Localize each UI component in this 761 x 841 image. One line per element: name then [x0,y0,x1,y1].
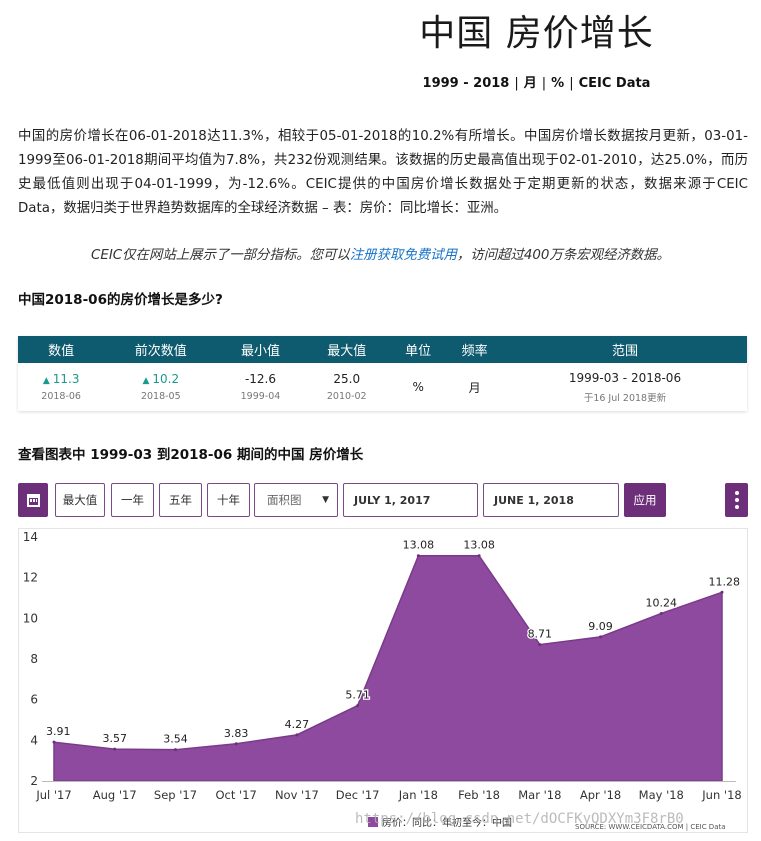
end-date-input[interactable]: JUNE 1, 2018 [483,483,619,517]
header-min: 最小值 [217,336,304,363]
range-5y-button[interactable]: 五年 [159,483,202,517]
meta-frequency: 月 [523,76,537,91]
max-value: 25.0 [333,372,361,386]
more-options-button[interactable] [725,483,748,517]
chart-type-select[interactable]: 面积图 ▼ [254,483,338,517]
updated-date: 于16 Jul 2018更新 [583,392,667,404]
question-heading: 中国2018-06的房价增长是多少? [18,292,223,308]
header-frequency: 频率 [446,336,503,363]
up-arrow-icon: ▲ [42,376,50,386]
meta-unit: % [551,76,565,91]
watermark: https://blog.csdn.net/dOCFKyQDXYm3F8rB0 [355,811,684,827]
chart-heading: 查看图表中 1999-03 到2018-06 期间的中国 房价增长 [18,447,364,463]
range-10y-button[interactable]: 十年 [207,483,250,517]
up-arrow-icon: ▲ [142,376,150,386]
legend-swatch [368,816,378,827]
meta-source: CEIC Data [578,76,651,91]
cell-previous: ▲ 10.2 2018-05 [104,363,217,411]
current-date: 2018-06 [41,391,81,402]
header-value: 数值 [18,336,105,363]
legend-label: 房价：同比：年初至今：中国 [382,818,512,829]
range-value: 1999-03 - 2018-06 [568,370,682,385]
min-date: 1999-04 [240,391,281,402]
cell-value: ▲ 11.3 2018-06 [18,363,104,411]
min-value: -12.6 [244,372,276,386]
series-meta: 1999 - 2018 | 月 |% | CEIC Data [422,76,651,91]
chart-frame [18,528,748,833]
previous-date: 2018-05 [140,391,181,402]
start-date-input[interactable]: JULY 1, 2017 [343,483,478,517]
chart-type-value: 面积图 [267,493,302,507]
cell-range: 1999-03 - 2018-06 于16 Jul 2018更新 [503,363,747,411]
stats-row: ▲ 11.3 2018-06 ▲ 10.2 2018-05 -12.6 1999-0… [18,363,747,411]
cell-max: 25.0 2010-02 [304,363,390,411]
chart-source: SOURCE: WWW.CEICDATA.COM | CEIC Data [575,823,726,831]
previous-value: 10.2 [152,372,180,386]
range-1y-button[interactable]: 一年 [111,483,154,517]
chart-legend[interactable]: 房价：同比：年初至今：中国 [368,814,512,829]
stats-header-row: 数值 前次数值 最小值 最大值 单位 频率 范围 [18,336,747,363]
caret-down-icon: ▼ [322,495,329,505]
page-title: 中国 房价增长 [419,13,654,54]
trial-notice: CEIC仅在网站上展示了一部分指标。您可以注册获取免费试用，访问超过400万条宏… [0,243,761,263]
notice-text-before: CEIC仅在网站上展示了一部分指标。您可以 [91,248,350,263]
cell-unit: % [412,380,424,394]
header-previous: 前次数值 [104,336,218,363]
max-date: 2010-02 [326,391,367,402]
register-trial-link[interactable]: 注册获取免费试用 [349,248,457,263]
cell-frequency: 月 [468,380,481,395]
apply-button[interactable]: 应用 [624,483,666,517]
header-unit: 单位 [389,336,447,363]
header-max: 最大值 [303,336,390,363]
chart-toolbar: 最大值 一年 五年 十年 面积图 ▼ JULY 1, 2017 JUNE 1, … [18,483,748,517]
current-value: 11.3 [52,372,80,386]
more-vertical-icon [734,491,739,509]
stats-table: 数值 前次数值 最小值 最大值 单位 频率 范围 ▲ 11.3 2018-06 ▲… [18,336,747,411]
description: 中国的房价增长在06-01-2018达11.3%，相较于05-01-2018的1… [18,129,748,216]
range-max-button[interactable]: 最大值 [55,483,105,517]
header-range: 范围 [502,336,747,363]
meta-range: 1999 - 2018 [422,76,510,91]
calendar-button[interactable] [18,483,48,517]
calendar-icon [26,493,40,507]
notice-text-after: ，访问超过400万条宏观经济数据。 [456,248,670,263]
cell-min: -12.6 1999-04 [217,363,303,411]
